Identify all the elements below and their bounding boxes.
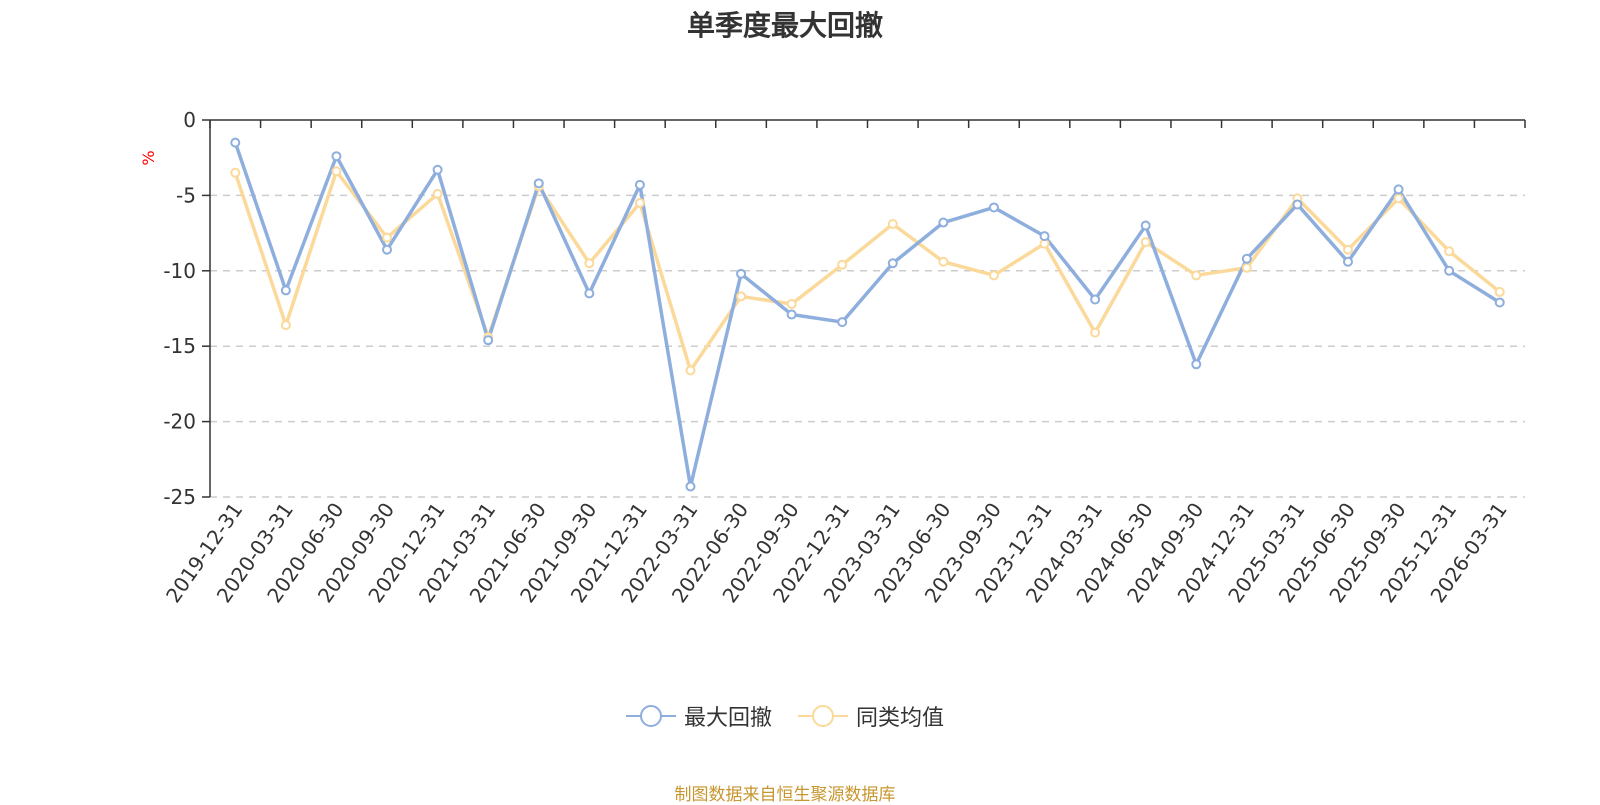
- series-1-point: [1140, 220, 1151, 231]
- series-2-point: [280, 320, 291, 331]
- series-1-point: [887, 258, 898, 269]
- y-tick-label: -25: [163, 485, 196, 509]
- series-1-point: [1292, 199, 1303, 210]
- series-2-marker-icon: [798, 705, 848, 727]
- series-1-point: [1342, 256, 1353, 267]
- series-1-line: [233, 142, 1501, 489]
- legend-label-series-1: 最大回撤: [683, 706, 772, 731]
- series-2-point: [938, 256, 949, 267]
- y-tick-label: -5: [176, 183, 196, 207]
- series-2-point: [1444, 246, 1455, 257]
- legend: 最大回撤 同类均值: [0, 700, 1570, 732]
- series-1-point: [634, 179, 645, 190]
- series-2-point: [887, 219, 898, 230]
- series-2-point: [1342, 244, 1353, 255]
- legend-item-series-2[interactable]: 同类均值: [798, 700, 944, 732]
- series-1-point: [432, 164, 443, 175]
- series-2-point: [736, 291, 747, 302]
- series-2-line: [233, 169, 1501, 373]
- series-1-point: [736, 268, 747, 279]
- series-1-point: [1241, 253, 1252, 264]
- series-2-point: [382, 232, 393, 243]
- series-1-point: [533, 178, 544, 189]
- series-2-point: [1140, 237, 1151, 248]
- series-1-point: [988, 202, 999, 213]
- y-tick-label: -20: [163, 410, 196, 434]
- series-1-marker-icon: [625, 705, 676, 727]
- y-axis-unit-label: %: [139, 150, 158, 165]
- series-2-point: [584, 258, 595, 269]
- series-1-point: [331, 151, 342, 162]
- series-2-point: [1494, 286, 1505, 297]
- series-2-point: [331, 166, 342, 177]
- y-tick-label: 0: [183, 108, 196, 132]
- series-1-point: [483, 335, 494, 346]
- series-1-point: [584, 288, 595, 299]
- series-1-point: [1039, 231, 1050, 242]
- series-2-point: [988, 270, 999, 281]
- series-1-point: [382, 244, 393, 255]
- series-1-point: [938, 217, 949, 228]
- y-tick-label: -10: [163, 259, 196, 283]
- y-tick-label: -15: [163, 334, 196, 358]
- series-2-point: [837, 259, 848, 270]
- series-2-point: [1241, 262, 1252, 273]
- series-1-point: [1090, 294, 1101, 305]
- series-2-point: [230, 167, 241, 178]
- chart-title: 单季度最大回撤: [686, 9, 883, 42]
- series-2-point: [1191, 270, 1202, 281]
- line-chart: % 0-5-10-15-20-252019-12-312020-03-31202…: [139, 108, 1526, 607]
- series-2-point: [1393, 193, 1404, 204]
- series-1-point: [786, 309, 797, 320]
- series-1-point: [1393, 184, 1404, 195]
- series-2-point: [634, 197, 645, 208]
- series-1-point: [230, 137, 241, 148]
- series-1-point: [1191, 359, 1202, 370]
- source-note: 制图数据来自恒生聚源数据库: [674, 785, 896, 805]
- series-1-point: [1494, 297, 1505, 308]
- series-2-point: [432, 188, 443, 199]
- series-1-point: [685, 481, 696, 492]
- series-1-point: [1444, 265, 1455, 276]
- legend-label-series-2: 同类均值: [856, 706, 945, 731]
- series-2-point: [685, 365, 696, 376]
- series-1-point: [837, 317, 848, 328]
- legend-item-series-1[interactable]: 最大回撤: [625, 700, 772, 732]
- series-2-point: [1090, 327, 1101, 338]
- series-1-point: [280, 285, 291, 296]
- series-2-point: [786, 298, 797, 309]
